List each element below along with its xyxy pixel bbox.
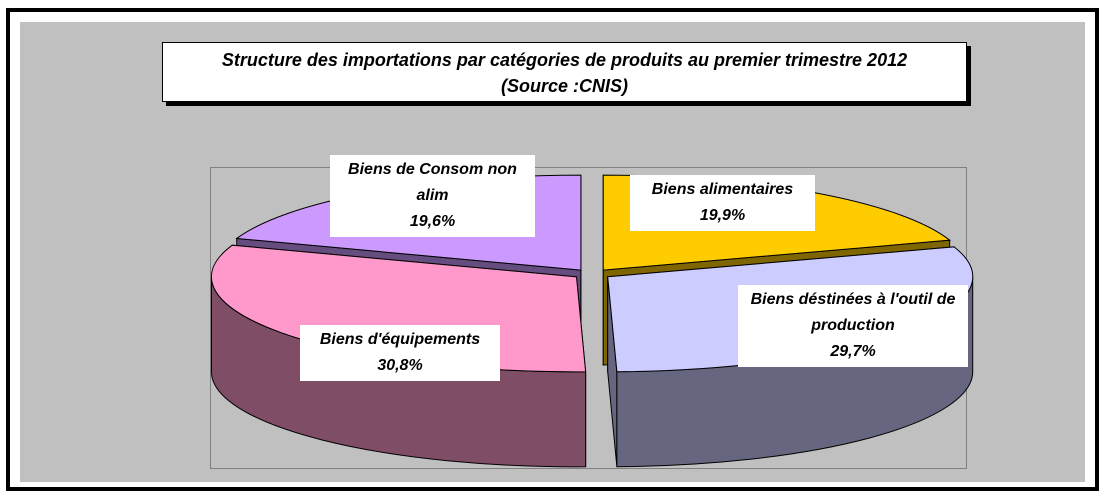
label-name: Biens alimentaires [651, 181, 794, 198]
label-name: Biens de Consom non alim [348, 161, 517, 204]
title-box: Structure des importations par catégorie… [162, 42, 967, 102]
label-value: 19,6% [409, 213, 456, 230]
pie [210, 174, 974, 468]
chart-subtitle: (Source :CNIS) [500, 76, 628, 96]
label-name: Biens déstinées à l'outil de production [750, 291, 956, 334]
label-name: Biens d'équipements [319, 331, 481, 348]
slice-label: Biens d'équipements 30,8% [300, 325, 500, 381]
chart-title: Structure des importations par catégorie… [221, 50, 908, 70]
label-value: 30,8% [377, 357, 423, 374]
label-value: 19,9% [699, 207, 746, 224]
label-value: 29,7% [830, 343, 876, 360]
slice-label: Biens déstinées à l'outil de production 2… [738, 285, 968, 367]
frame: Structure des importations par catégorie… [6, 8, 1099, 491]
slice-label: Biens alimentaires 19,9% [630, 175, 815, 231]
chart-area: Structure des importations par catégorie… [20, 22, 1085, 482]
slice-label: Biens de Consom non alim 19,6% [330, 155, 535, 237]
